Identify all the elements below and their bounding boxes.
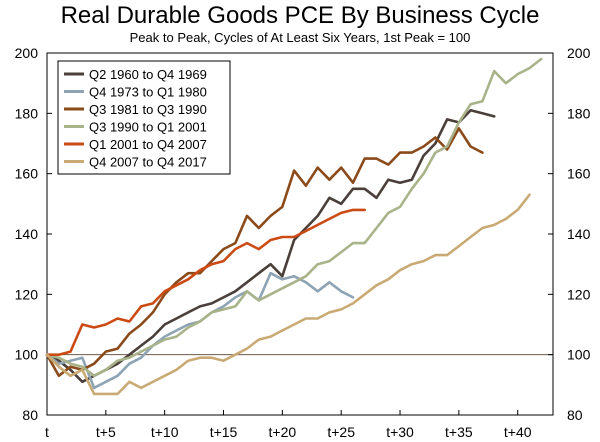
x-tick-label: t+15 xyxy=(210,424,238,440)
x-tick-label: t+35 xyxy=(445,424,473,440)
y-tick-label-left: 200 xyxy=(15,45,39,61)
x-tick-label: t+40 xyxy=(504,424,532,440)
y-tick-label-right: 200 xyxy=(567,45,591,61)
legend-label-4: Q3 1990 to Q1 2001 xyxy=(89,120,207,135)
series-line-3 xyxy=(45,127,484,378)
y-tick-label-right: 160 xyxy=(567,166,591,182)
x-tick-label: t+20 xyxy=(269,424,297,440)
y-tick-label-right: 180 xyxy=(567,105,591,121)
legend-label-5: Q1 2001 to Q4 2007 xyxy=(89,137,207,152)
chart-subtitle: Peak to Peak, Cycles of At Least Six Yea… xyxy=(129,30,471,45)
y-tick-label-left: 100 xyxy=(15,347,39,363)
x-tick-label: t xyxy=(45,424,49,440)
y-tick-label-left: 80 xyxy=(22,407,38,423)
series-line-4 xyxy=(45,57,543,378)
y-tick-label-left: 140 xyxy=(15,226,39,242)
y-tick-label-left: 160 xyxy=(15,166,39,182)
y-tick-label-right: 140 xyxy=(567,226,591,242)
legend-label-2: Q4 1973 to Q1 1980 xyxy=(89,85,207,100)
legend-label-6: Q4 2007 to Q4 2017 xyxy=(89,155,207,170)
y-tick-label-right: 80 xyxy=(567,407,583,423)
legend-box xyxy=(57,60,231,175)
series-line-2 xyxy=(45,271,355,390)
y-tick-label-right: 120 xyxy=(567,286,591,302)
y-tick-label-right: 100 xyxy=(567,347,591,363)
series-line-5 xyxy=(45,208,367,357)
x-tick-label: t+30 xyxy=(386,424,414,440)
x-tick-label: t+25 xyxy=(327,424,355,440)
x-tick-label: t+10 xyxy=(151,424,179,440)
legend-label-1: Q2 1960 to Q4 1969 xyxy=(89,67,207,82)
y-tick-label-left: 120 xyxy=(15,286,39,302)
legend-label-3: Q3 1981 to Q3 1990 xyxy=(89,102,207,117)
series-line-6 xyxy=(45,193,531,396)
chart-title: Real Durable Goods PCE By Business Cycle xyxy=(60,2,540,29)
y-tick-label-left: 180 xyxy=(15,105,39,121)
x-tick-label: t+5 xyxy=(96,424,116,440)
